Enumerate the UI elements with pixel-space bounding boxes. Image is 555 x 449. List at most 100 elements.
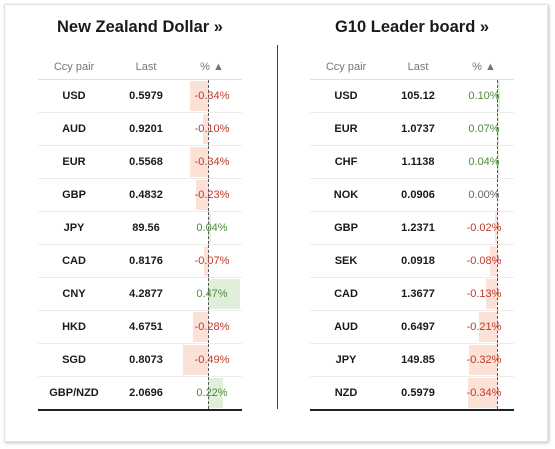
percent-change-cell: 0.00% [454, 179, 514, 211]
zero-reference-line [208, 212, 209, 244]
positive-change-bar [208, 213, 211, 243]
percent-change-cell: -0.32% [454, 344, 514, 376]
zero-reference-line [497, 377, 498, 409]
last-price-cell: 0.5979 [401, 387, 435, 399]
table-row[interactable]: EUR 0.5568 -0.34% [38, 145, 242, 178]
zero-reference-line [208, 80, 209, 112]
ccy-pair-cell: EUR [334, 123, 358, 135]
percent-change-value: 0.10% [468, 90, 500, 102]
table-row[interactable]: AUD 0.9201 -0.10% [38, 112, 242, 145]
table-row[interactable]: NZD 0.5979 -0.34% [310, 376, 514, 409]
percent-change-value: -0.49% [194, 354, 230, 366]
table-row[interactable]: CHF 1.1138 0.04% [310, 145, 514, 178]
table-bottom-rule [310, 409, 514, 411]
zero-reference-line [497, 146, 498, 178]
percent-change-value: 0.22% [196, 387, 228, 399]
percent-change-cell: -0.07% [182, 245, 242, 277]
positive-change-bar [208, 279, 240, 309]
zero-reference-line [497, 179, 498, 211]
header-last[interactable]: Last [407, 61, 429, 73]
table-row[interactable]: JPY 149.85 -0.32% [310, 343, 514, 376]
zero-reference-line [208, 146, 209, 178]
positive-change-bar [497, 114, 499, 144]
percent-change-value: -0.13% [466, 288, 502, 300]
header-percent-sort[interactable]: % ▲ [200, 61, 224, 73]
g10-table-header: Ccy pair Last % ▲ [310, 55, 514, 81]
positive-change-bar [497, 81, 500, 111]
table-row[interactable]: SGD 0.8073 -0.49% [38, 343, 242, 376]
zero-reference-line [497, 344, 498, 376]
percent-change-cell: 0.22% [182, 377, 242, 409]
percent-change-cell: -0.08% [454, 245, 514, 277]
last-price-cell: 4.2877 [129, 288, 163, 300]
ccy-pair-cell: EUR [62, 156, 86, 168]
negative-change-bar [468, 378, 497, 408]
percent-change-value: -0.23% [194, 189, 230, 201]
percent-change-cell: -0.28% [182, 311, 242, 343]
negative-change-bar [490, 246, 497, 276]
percent-change-cell: -0.49% [182, 344, 242, 376]
panel-divider [277, 45, 278, 409]
ccy-pair-cell: NOK [333, 189, 359, 201]
last-price-cell: 0.6497 [401, 321, 435, 333]
table-row[interactable]: USD 0.5979 -0.34% [38, 79, 242, 112]
percent-change-value: 0.04% [196, 222, 228, 234]
ccy-pair-cell: GBP [62, 189, 86, 201]
nzd-panel-title[interactable]: New Zealand Dollar » [57, 18, 223, 36]
header-percent-sort[interactable]: % ▲ [472, 61, 496, 73]
table-row[interactable]: GBP/NZD 2.0696 0.22% [38, 376, 242, 409]
ccy-pair-cell: JPY [63, 222, 85, 234]
last-price-cell: 105.12 [401, 90, 435, 102]
last-price-cell: 0.5568 [129, 156, 163, 168]
g10-panel-title[interactable]: G10 Leader board » [334, 18, 490, 36]
table-row[interactable]: GBP 1.2371 -0.02% [310, 211, 514, 244]
table-row[interactable]: CAD 1.3677 -0.13% [310, 277, 514, 310]
negative-change-bar [190, 81, 208, 111]
table-row[interactable]: CNY 4.2877 0.47% [38, 277, 242, 310]
table-row[interactable]: HKD 4.6751 -0.28% [38, 310, 242, 343]
ccy-pair-cell: USD [62, 90, 86, 102]
table-row[interactable]: AUD 0.6497 -0.21% [310, 310, 514, 343]
header-last[interactable]: Last [135, 61, 157, 73]
percent-change-cell: -0.02% [454, 212, 514, 244]
percent-change-value: -0.34% [466, 387, 502, 399]
table-row[interactable]: SEK 0.0918 -0.08% [310, 244, 514, 277]
zero-reference-line [208, 179, 209, 211]
zero-reference-line [208, 344, 209, 376]
header-ccy-pair[interactable]: Ccy pair [53, 61, 95, 73]
last-price-cell: 0.0906 [401, 189, 435, 201]
table-row[interactable]: USD 105.12 0.10% [310, 79, 514, 112]
last-price-cell: 2.0696 [129, 387, 163, 399]
percent-change-cell: 0.07% [454, 113, 514, 145]
negative-change-bar [183, 345, 208, 375]
zero-reference-line [208, 113, 209, 145]
zero-reference-line [497, 113, 498, 145]
table-row[interactable]: CAD 0.8176 -0.07% [38, 244, 242, 277]
table-row[interactable]: GBP 0.4832 -0.23% [38, 178, 242, 211]
last-price-cell: 0.9201 [129, 123, 163, 135]
table-row[interactable]: NOK 0.0906 0.00% [310, 178, 514, 211]
negative-change-bar [193, 312, 208, 342]
percent-change-value: -0.28% [194, 321, 230, 333]
last-price-cell: 0.4832 [129, 189, 163, 201]
negative-change-bar [204, 246, 208, 276]
ccy-pair-cell: AUD [334, 321, 358, 333]
last-price-cell: 0.8176 [129, 255, 163, 267]
zero-reference-line [208, 278, 209, 310]
table-row[interactable]: JPY 89.56 0.04% [38, 211, 242, 244]
negative-change-bar [486, 279, 497, 309]
percent-change-value: -0.34% [194, 90, 230, 102]
zero-reference-line [497, 278, 498, 310]
positive-change-bar [208, 378, 223, 408]
ccy-pair-cell: NZD [334, 387, 358, 399]
nzd-table-header: Ccy pair Last % ▲ [38, 55, 242, 81]
ccy-pair-cell: GBP/NZD [49, 387, 99, 399]
header-ccy-pair[interactable]: Ccy pair [325, 61, 367, 73]
g10-table-body: USD 105.12 0.10% EUR 1.0737 0.07% CHF 1.1138 0.0… [310, 79, 514, 411]
percent-change-value: 0.00% [468, 189, 500, 201]
percent-change-value: -0.08% [466, 255, 502, 267]
table-row[interactable]: EUR 1.0737 0.07% [310, 112, 514, 145]
negative-change-bar [196, 180, 208, 210]
percent-change-cell: -0.23% [182, 179, 242, 211]
fx-widget-card: New Zealand Dollar » Ccy pair Last % ▲ U… [4, 4, 548, 442]
